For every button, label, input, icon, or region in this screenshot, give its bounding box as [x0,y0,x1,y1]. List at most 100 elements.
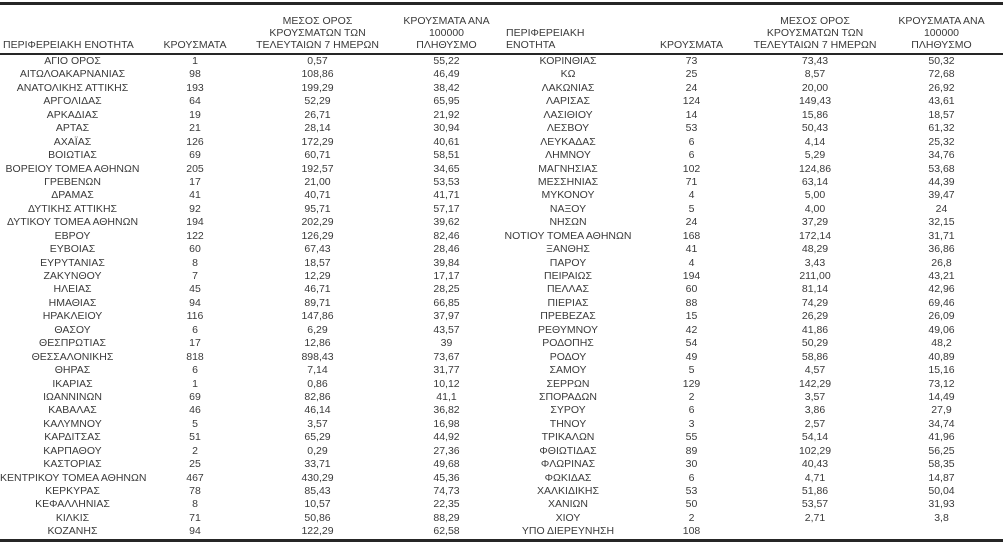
per100k-cell: 18,57 [928,108,955,121]
region-name-cell: ΕΥΡΥΤΑΝΙΑΣ [40,256,105,269]
cases-cell: 122 [186,229,204,242]
region-name-cell: ΚΟΡΙΝΘΙΑΣ [539,55,597,67]
cases-cell: 7 [192,270,198,282]
region-name-cell: ΚΑΣΤΟΡΙΑΣ [43,458,102,471]
table-row: ΙΩΑΝΝΙΝΩΝ 69 82,86 41,1 ΣΠΟΡΑΔΩΝ 2 3,57 14,49 [0,391,1003,404]
avg7-cell: 58,86 [801,350,829,363]
per100k-cell: 49,68 [433,458,460,471]
per100k-cell: 39,47 [928,189,955,202]
table-row: ΔΡΑΜΑΣ 41 40,71 41,71 ΜΥΚΟΝΟΥ 4 5,00 39,47 [0,189,1003,202]
cases-cell: 116 [186,310,204,323]
cases-cell: 6 [688,471,695,484]
per100k-cell: 21,92 [433,108,460,121]
avg7-cell: 6,29 [307,323,328,336]
cases-cell: 5 [192,417,198,430]
avg7-cell: 89,71 [304,296,331,309]
table-row: ΗΛΕΙΑΣ 45 46,71 28,25 ΠΕΛΛΑΣ 60 81,14 42,96 [0,283,1003,296]
cases-cell: 94 [189,525,201,538]
avg7-cell: 0,29 [307,444,328,457]
per100k-cell: 61,32 [928,122,955,135]
table-row: ΕΒΡΟΥ 122 126,29 82,46 ΝΟΤΙΟΥ ΤΟΜΕΑ ΑΘΗΝΩΝ 16… [0,230,1003,243]
region-name-cell: ΛΑΚΩΝΙΑΣ [541,81,595,94]
cases-cell: 6 [688,135,695,148]
per100k-cell: 42,96 [928,283,955,296]
avg7-cell: 108,86 [301,68,334,81]
per100k-cell: 65,95 [433,95,460,108]
avg7-cell: 60,71 [304,149,331,162]
per100k-cell: 69,46 [928,296,955,309]
cases-cell: 467 [186,471,204,484]
avg7-cell: 74,29 [801,296,829,309]
avg7-cell: 53,57 [801,498,829,511]
table-row: ΖΑΚΥΝΘΟΥ 7 12,29 17,17 ΠΕΙΡΑΙΩΣ 194 211,00 43,2… [0,270,1003,283]
region-name-cell: ΛΑΡΙΣΑΣ [546,95,590,108]
cases-cell: 8 [192,256,198,269]
cases-cell: 194 [186,216,204,229]
per100k-cell: 3,8 [934,511,949,524]
avg7-cell: 82,86 [304,390,331,403]
cases-cell: 194 [682,270,701,282]
header-cases-left: ΚΡΟΥΣΜΑΤΑ [145,3,245,55]
avg7-cell: 46,71 [304,283,331,296]
region-name-cell: ΔΡΑΜΑΣ [51,189,94,202]
table-row: ΒΟΡΕΙΟΥ ΤΟΜΕΑ ΑΘΗΝΩΝ 205 192,57 34,65 ΜΑΓΝΗΣ… [0,163,1003,176]
per100k-cell: 24 [935,202,948,215]
cases-cell: 102 [682,162,701,175]
region-name-cell: ΑΙΤΩΛΟΑΚΑΡΝΑΝΙΑΣ [19,68,126,81]
region-name-cell: ΚΑΡΔΙΤΣΑΣ [44,431,101,444]
cases-cell: 94 [189,296,201,309]
avg7-cell: 33,71 [304,458,331,471]
avg7-cell: 2,57 [804,417,826,430]
region-name-cell: ΣΑΜΟΥ [549,364,587,377]
per100k-cell: 41,96 [928,431,955,444]
avg7-cell: 4,57 [804,364,826,377]
table-row: ΚΑΒΑΛΑΣ 46 46,14 36,82 ΣΥΡΟΥ 6 3,86 27,9 [0,404,1003,417]
region-name-cell: ΒΟΙΩΤΙΑΣ [48,149,97,162]
avg7-cell: 3,43 [804,256,826,269]
avg7-cell: 67,43 [304,243,331,256]
avg7-cell: 21,00 [304,175,331,188]
region-name-cell: ΧΑΛΚΙΔΙΚΗΣ [537,485,599,497]
table-row: ΑΝΑΤΟΛΙΚΗΣ ΑΤΤΙΚΗΣ 193 199,29 38,42 ΛΑΚΩΝΙΑΣ… [0,82,1003,95]
cases-cell: 2 [688,390,695,403]
cases-cell: 818 [186,350,204,363]
cases-cell: 88 [685,296,698,309]
cases-cell: 21 [189,122,201,135]
avg7-cell: 18,57 [304,256,331,269]
cases-cell: 60 [189,243,201,256]
region-name-cell: ΡΟΔΟΠΗΣ [542,337,594,350]
avg7-cell: 54,14 [801,431,829,444]
avg7-cell: 85,43 [304,485,331,497]
table-row: ΒΟΙΩΤΙΑΣ 69 60,71 58,51 ΛΗΜΝΟΥ 6 5,29 34,76 [0,149,1003,162]
avg7-cell: 4,14 [804,135,826,148]
region-name-cell: ΧΑΝΙΩΝ [548,498,588,511]
table-row: ΚΟΖΑΝΗΣ 94 122,29 62,58 ΥΠΟ ΔΙΕΡΕΥΝΗΣΗ 108 [0,525,1003,540]
table-row: ΕΥΒΟΙΑΣ 60 67,43 28,46 ΞΑΝΘΗΣ 41 48,29 36,86 [0,243,1003,256]
per100k-cell: 26,09 [928,310,955,323]
cases-cell: 98 [189,68,201,81]
avg7-cell: 37,29 [801,216,829,229]
table-row: ΘΕΣΠΡΩΤΙΑΣ 17 12,86 39 ΡΟΔΟΠΗΣ 54 50,29 48,2 [0,337,1003,350]
per100k-cell: 82,46 [433,229,460,242]
avg7-cell: 4,71 [804,471,826,484]
cases-cell: 5 [688,364,695,377]
cases-cell: 15 [685,310,698,323]
per100k-cell: 34,65 [433,162,460,175]
cases-cell: 24 [685,81,698,94]
cases-cell: 4 [688,189,695,202]
avg7-cell: 172,14 [798,229,832,242]
per100k-cell: 15,16 [928,364,955,377]
avg7-cell [750,525,880,540]
avg7-cell: 3,86 [804,404,826,417]
region-name-cell: ΝΟΤΙΟΥ ΤΟΜΕΑ ΑΘΗΝΩΝ [504,229,632,242]
avg7-cell: 172,29 [301,135,334,148]
region-name-cell: ΑΓΙΟ ΟΡΟΣ [44,55,101,67]
per100k-cell: 32,15 [928,216,955,229]
header-avg7-right: ΜΕΣΟΣ ΟΡΟΣ ΚΡΟΥΣΜΑΤΩΝ ΤΩΝ ΤΕΛΕΥΤΑΙΩΝ 7 Η… [750,3,880,55]
table-row: ΗΜΑΘΙΑΣ 94 89,71 66,85 ΠΙΕΡΙΑΣ 88 74,29 69,46 [0,297,1003,310]
cases-cell: 108 [682,525,701,538]
table-row: ΔΥΤΙΚΗΣ ΑΤΤΙΚΗΣ 92 95,71 57,17 ΝΑΞΟΥ 5 4,00 24 [0,203,1003,216]
region-name-cell: ΛΗΜΝΟΥ [545,149,591,162]
cases-cell: 4 [688,256,695,269]
